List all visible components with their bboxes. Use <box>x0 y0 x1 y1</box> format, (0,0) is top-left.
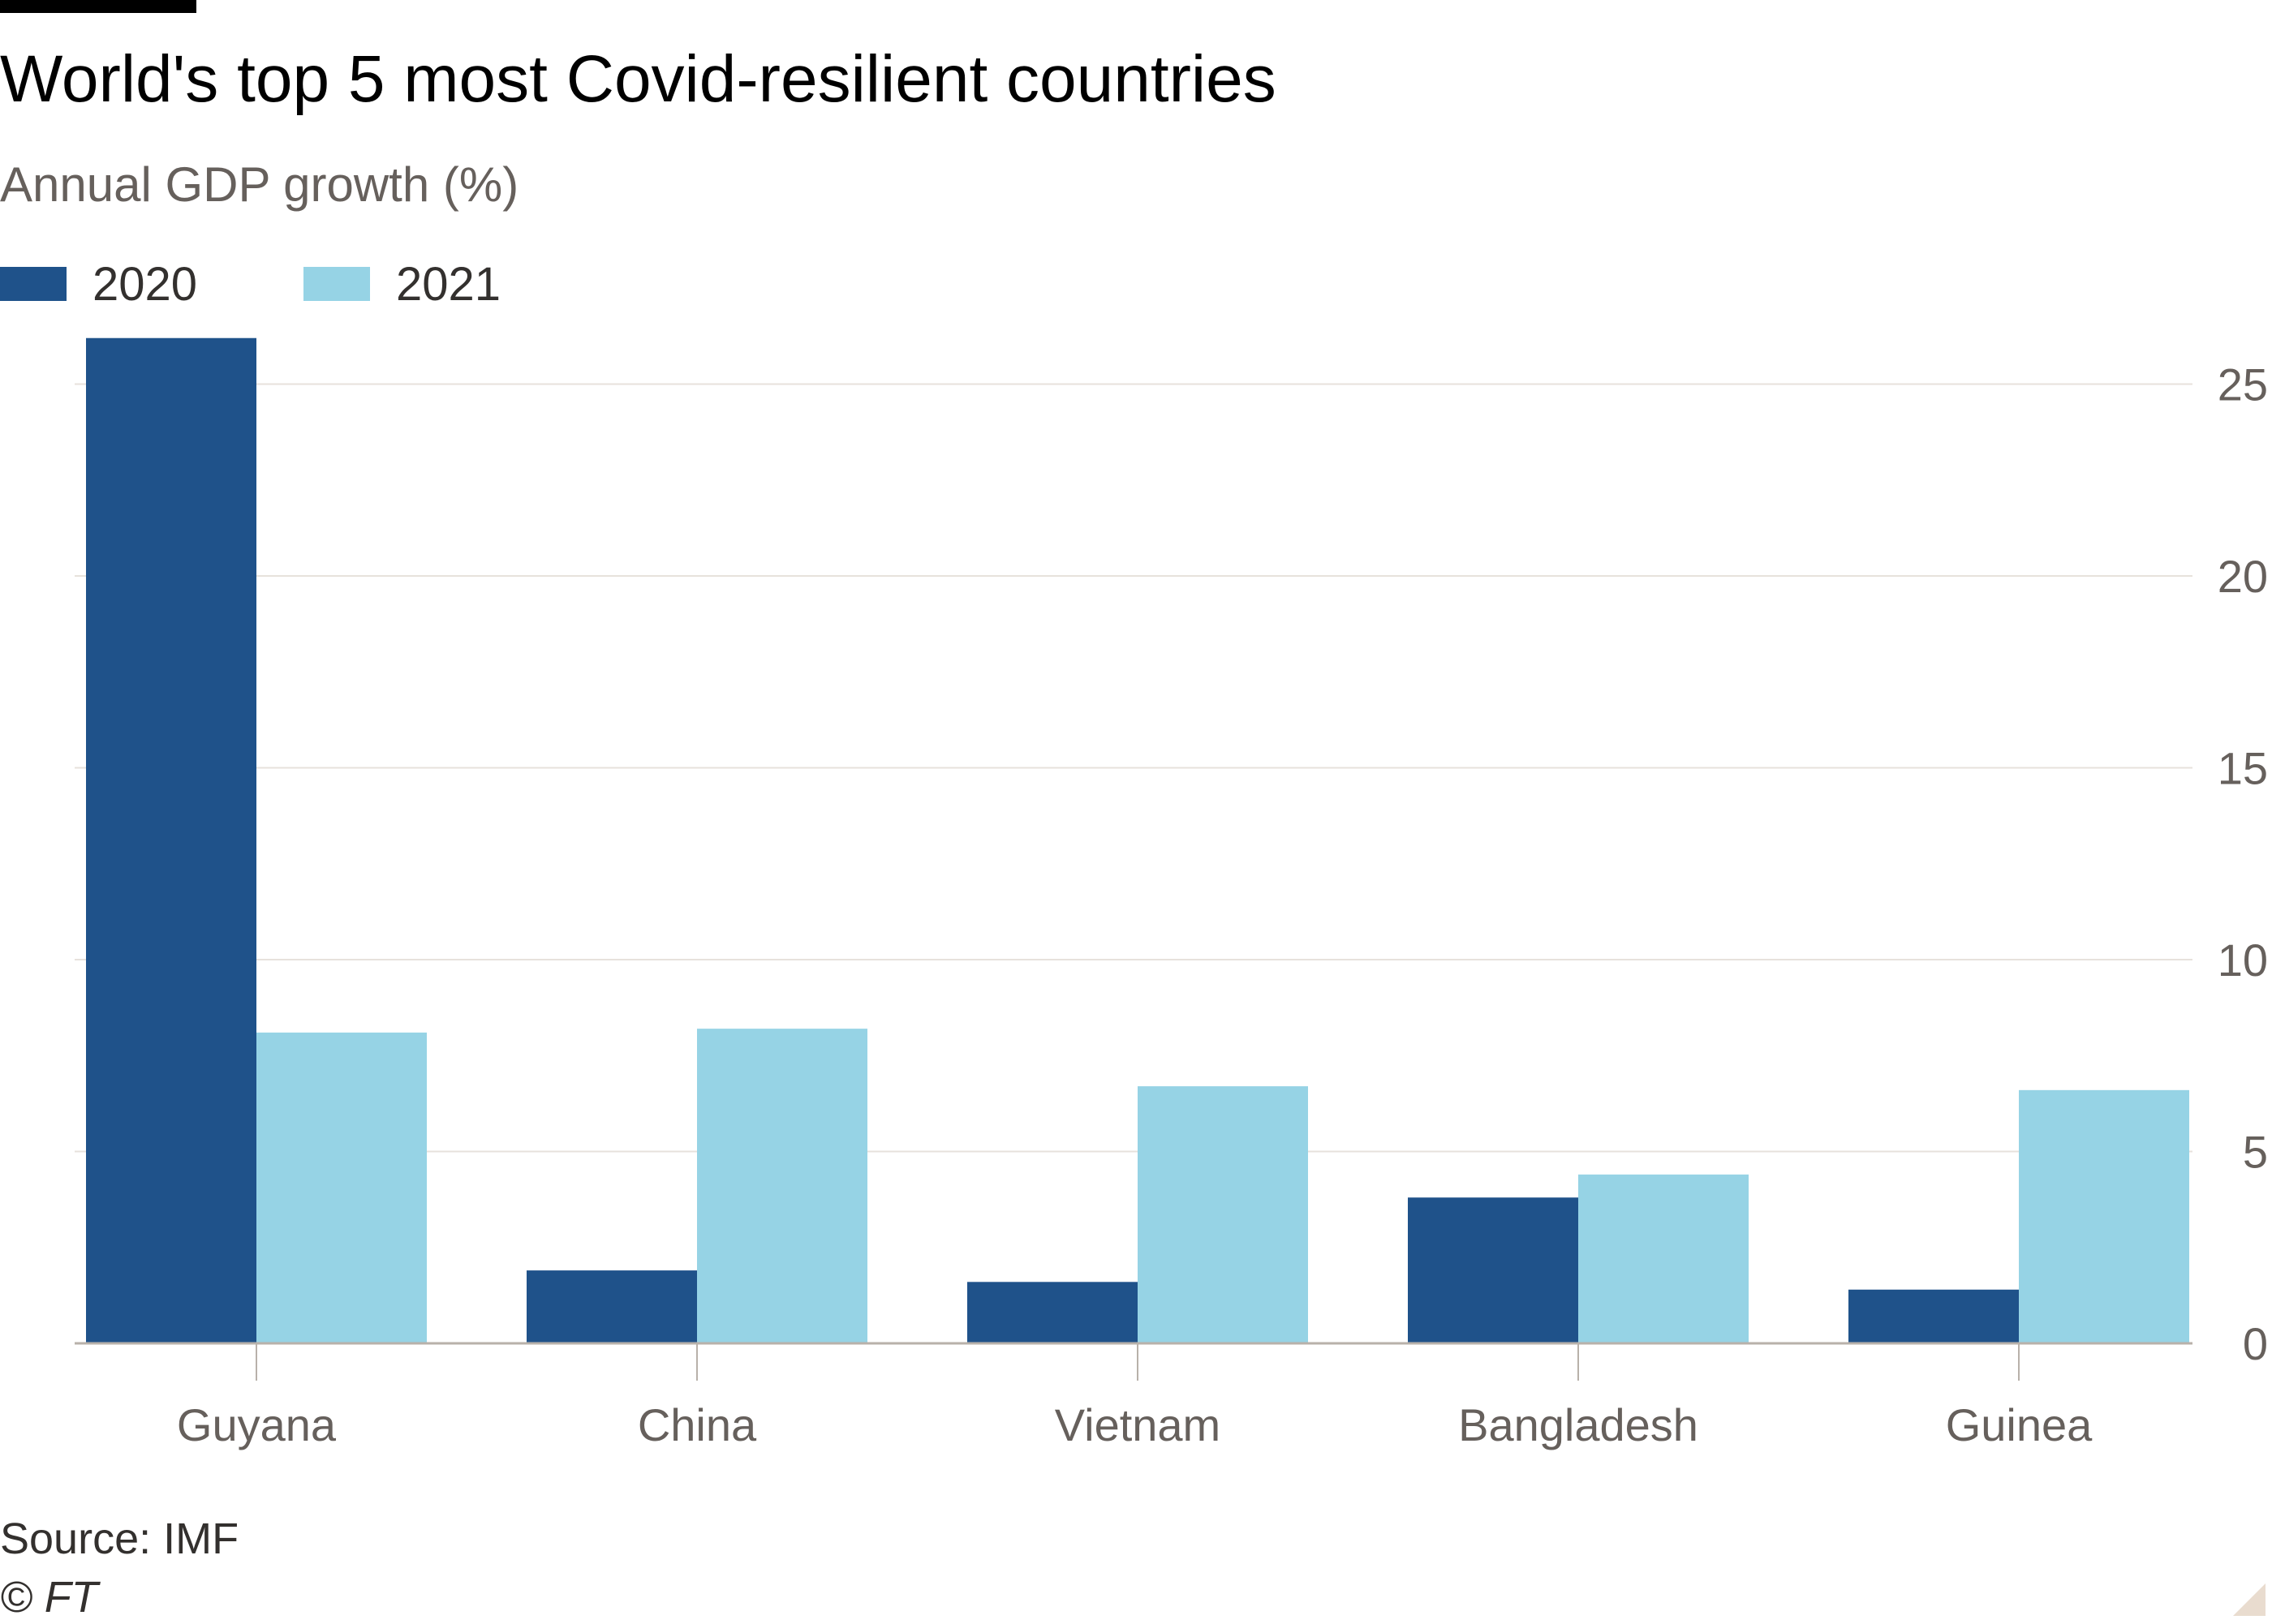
legend-item-2021: 2021 <box>303 257 501 311</box>
bar-2020-guinea <box>1848 1289 2019 1343</box>
top-rule <box>0 0 196 13</box>
source-note: Source: IMF <box>0 1514 239 1563</box>
x-tick-label: Guyana <box>177 1399 337 1450</box>
bar-2021-guinea <box>2019 1089 2189 1343</box>
legend-label-2021: 2021 <box>396 257 501 311</box>
bar-2020-vietnam <box>967 1282 1138 1343</box>
legend-label-2020: 2020 <box>93 257 198 311</box>
chart-title: World's top 5 most Covid-resilient count… <box>0 42 1276 116</box>
bar-2020-guyana <box>86 337 256 1343</box>
bar-2020-bangladesh <box>1408 1197 1578 1343</box>
legend-swatch-2021 <box>303 267 370 301</box>
bar-2021-guyana <box>256 1032 427 1343</box>
legend-swatch-2020 <box>0 267 67 301</box>
bar-2020-china <box>527 1270 697 1343</box>
chart-subtitle: Annual GDP growth (%) <box>0 157 519 212</box>
y-tick-label: 0 <box>2243 1318 2268 1369</box>
legend-item-2020: 2020 <box>0 257 198 311</box>
x-tick-label: China <box>638 1399 757 1450</box>
y-tick-label: 5 <box>2243 1127 2268 1178</box>
corner-mark <box>2233 1583 2266 1616</box>
x-tick-label: Vietnam <box>1055 1399 1220 1450</box>
y-tick-label: 10 <box>2218 934 2268 986</box>
bar-2021-china <box>697 1029 867 1343</box>
x-tick-label: Guinea <box>1946 1399 2093 1450</box>
x-tick-label: Bangladesh <box>1458 1399 1698 1450</box>
bar-2021-vietnam <box>1138 1086 1308 1343</box>
copyright-note: © FT <box>0 1573 98 1622</box>
y-tick-label: 25 <box>2218 359 2268 410</box>
bar-2021-bangladesh <box>1578 1174 1749 1343</box>
y-tick-label: 15 <box>2218 743 2268 794</box>
y-tick-label: 20 <box>2218 551 2268 602</box>
